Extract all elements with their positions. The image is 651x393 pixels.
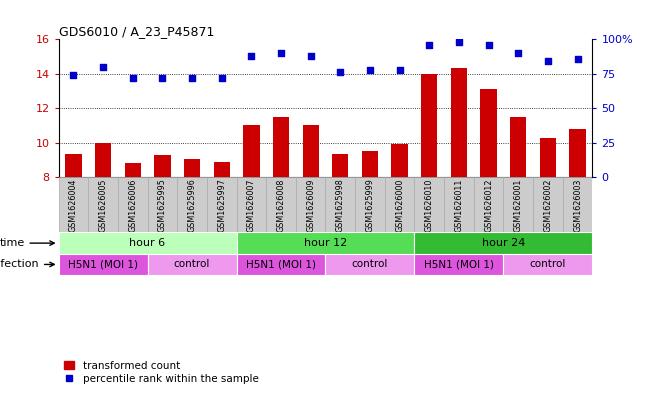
Text: GSM1626006: GSM1626006: [128, 178, 137, 231]
Bar: [124, 163, 141, 177]
Bar: [510, 117, 527, 177]
Bar: [95, 143, 111, 177]
Text: GSM1626003: GSM1626003: [573, 178, 582, 231]
Point: [98, 64, 108, 70]
Bar: [303, 125, 319, 177]
Bar: [385, 177, 415, 232]
Bar: [474, 177, 503, 232]
Point: [68, 72, 79, 78]
Bar: [540, 138, 556, 177]
Point: [217, 75, 227, 81]
Bar: [266, 177, 296, 232]
Text: GSM1625996: GSM1625996: [187, 178, 197, 232]
Text: GSM1626010: GSM1626010: [425, 178, 434, 231]
Point: [543, 58, 553, 64]
Bar: [326, 254, 415, 275]
Point: [513, 50, 523, 56]
Text: GSM1626000: GSM1626000: [395, 178, 404, 231]
Point: [572, 55, 583, 62]
Text: H5N1 (MOI 1): H5N1 (MOI 1): [424, 259, 494, 270]
Text: GSM1626004: GSM1626004: [69, 178, 78, 231]
Bar: [450, 68, 467, 177]
Text: control: control: [530, 259, 566, 270]
Text: hour 24: hour 24: [482, 238, 525, 248]
Text: control: control: [174, 259, 210, 270]
Text: GSM1625998: GSM1625998: [336, 178, 345, 232]
Bar: [154, 155, 171, 177]
Bar: [207, 177, 236, 232]
Text: GSM1626002: GSM1626002: [544, 178, 553, 231]
Bar: [503, 254, 592, 275]
Point: [365, 66, 375, 73]
Bar: [570, 129, 586, 177]
Bar: [415, 177, 444, 232]
Point: [276, 50, 286, 56]
Bar: [236, 254, 326, 275]
Point: [424, 42, 434, 48]
Text: infection: infection: [0, 259, 54, 270]
Bar: [214, 162, 230, 177]
Text: hour 12: hour 12: [304, 238, 347, 248]
Bar: [296, 177, 326, 232]
Text: GSM1626012: GSM1626012: [484, 178, 493, 231]
Bar: [59, 232, 236, 254]
Legend: transformed count, percentile rank within the sample: transformed count, percentile rank withi…: [64, 361, 258, 384]
Bar: [273, 117, 289, 177]
Text: GDS6010 / A_23_P45871: GDS6010 / A_23_P45871: [59, 25, 214, 38]
Bar: [444, 177, 474, 232]
Bar: [177, 177, 207, 232]
Bar: [355, 177, 385, 232]
Bar: [503, 177, 533, 232]
Bar: [65, 154, 81, 177]
Text: GSM1625999: GSM1625999: [365, 178, 374, 232]
Text: H5N1 (MOI 1): H5N1 (MOI 1): [246, 259, 316, 270]
Text: hour 6: hour 6: [130, 238, 165, 248]
Bar: [415, 232, 592, 254]
Bar: [236, 232, 415, 254]
Bar: [148, 177, 177, 232]
Point: [395, 66, 405, 73]
Text: GSM1626009: GSM1626009: [306, 178, 315, 231]
Text: GSM1626005: GSM1626005: [98, 178, 107, 231]
Point: [246, 53, 256, 59]
Text: GSM1626011: GSM1626011: [454, 178, 464, 231]
Point: [157, 75, 167, 81]
Point: [335, 69, 346, 75]
Text: GSM1626008: GSM1626008: [277, 178, 286, 231]
Text: GSM1625997: GSM1625997: [217, 178, 226, 232]
Text: control: control: [352, 259, 388, 270]
Point: [454, 39, 464, 45]
Point: [128, 75, 138, 81]
Bar: [184, 159, 201, 177]
Point: [484, 42, 494, 48]
Bar: [89, 177, 118, 232]
Bar: [533, 177, 562, 232]
Text: H5N1 (MOI 1): H5N1 (MOI 1): [68, 259, 138, 270]
Bar: [562, 177, 592, 232]
Point: [305, 53, 316, 59]
Bar: [362, 151, 378, 177]
Bar: [118, 177, 148, 232]
Bar: [243, 125, 260, 177]
Bar: [332, 154, 348, 177]
Bar: [391, 143, 408, 177]
Bar: [59, 254, 148, 275]
Text: GSM1626001: GSM1626001: [514, 178, 523, 231]
Bar: [148, 254, 236, 275]
Bar: [326, 177, 355, 232]
Text: time: time: [0, 238, 54, 248]
Bar: [236, 177, 266, 232]
Bar: [421, 74, 437, 177]
Bar: [59, 177, 89, 232]
Point: [187, 75, 197, 81]
Bar: [480, 89, 497, 177]
Text: GSM1626007: GSM1626007: [247, 178, 256, 231]
Bar: [415, 254, 503, 275]
Text: GSM1625995: GSM1625995: [158, 178, 167, 232]
